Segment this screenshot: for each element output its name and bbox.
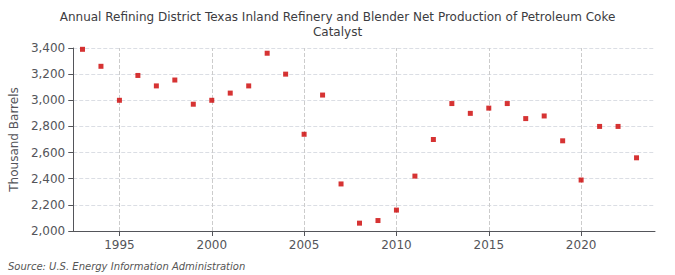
svg-text:2000: 2000 — [196, 238, 227, 252]
svg-text:2005: 2005 — [289, 238, 320, 252]
svg-text:2,000: 2,000 — [31, 224, 65, 238]
svg-text:2010: 2010 — [381, 238, 412, 252]
svg-text:3,400: 3,400 — [31, 41, 65, 55]
svg-text:2015: 2015 — [474, 238, 505, 252]
svg-text:Catalyst: Catalyst — [313, 25, 362, 39]
svg-text:Source: U.S. Energy Informatio: Source: U.S. Energy Information Administ… — [8, 261, 245, 272]
svg-text:Annual Refining District Texas: Annual Refining District Texas Inland Re… — [60, 10, 616, 24]
svg-text:Thousand Barrels: Thousand Barrels — [7, 87, 21, 192]
svg-text:2020: 2020 — [566, 238, 597, 252]
svg-text:2,400: 2,400 — [31, 172, 65, 186]
svg-text:3,000: 3,000 — [31, 93, 65, 107]
svg-text:2,600: 2,600 — [31, 146, 65, 160]
svg-text:2,200: 2,200 — [31, 198, 65, 212]
svg-text:1995: 1995 — [104, 238, 135, 252]
svg-text:2,800: 2,800 — [31, 119, 65, 133]
svg-text:3,200: 3,200 — [31, 67, 65, 81]
